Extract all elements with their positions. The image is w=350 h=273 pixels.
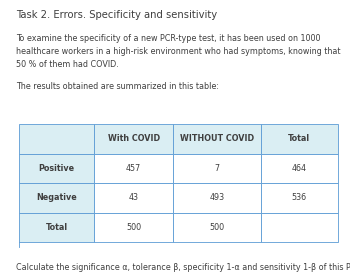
- Bar: [173, 183, 261, 213]
- Bar: [94, 154, 173, 183]
- Text: To examine the specificity of a new PCR-type test, it has been used on 1000
heal: To examine the specificity of a new PCR-…: [16, 34, 340, 69]
- Bar: [261, 213, 338, 242]
- Text: WITHOUT COVID: WITHOUT COVID: [180, 135, 254, 143]
- Bar: [94, 183, 173, 213]
- Text: With COVID: With COVID: [107, 135, 160, 143]
- Text: Negative: Negative: [36, 194, 77, 202]
- Bar: [19, 154, 94, 183]
- Text: 457: 457: [126, 164, 141, 173]
- Text: 500: 500: [126, 223, 141, 232]
- Text: The results obtained are summarized in this table:: The results obtained are summarized in t…: [16, 82, 219, 91]
- Text: Task 2. Errors. Specificity and sensitivity: Task 2. Errors. Specificity and sensitiv…: [16, 10, 217, 20]
- Text: Calculate the significance α, tolerance β, specificity 1-α and sensitivity 1-β o: Calculate the significance α, tolerance …: [16, 263, 350, 272]
- Bar: [261, 183, 338, 213]
- Text: 464: 464: [292, 164, 307, 173]
- Bar: [94, 124, 173, 154]
- Text: 7: 7: [214, 164, 219, 173]
- Bar: [19, 213, 94, 242]
- Text: 500: 500: [209, 223, 224, 232]
- Text: 536: 536: [292, 194, 307, 202]
- Text: 43: 43: [128, 194, 139, 202]
- Bar: [261, 154, 338, 183]
- Bar: [173, 154, 261, 183]
- Bar: [261, 124, 338, 154]
- Bar: [19, 183, 94, 213]
- Text: Total: Total: [288, 135, 310, 143]
- Text: Positive: Positive: [38, 164, 75, 173]
- Bar: [94, 213, 173, 242]
- Bar: [173, 213, 261, 242]
- Bar: [173, 124, 261, 154]
- Text: 493: 493: [209, 194, 224, 202]
- Text: Total: Total: [46, 223, 68, 232]
- Bar: [19, 124, 94, 154]
